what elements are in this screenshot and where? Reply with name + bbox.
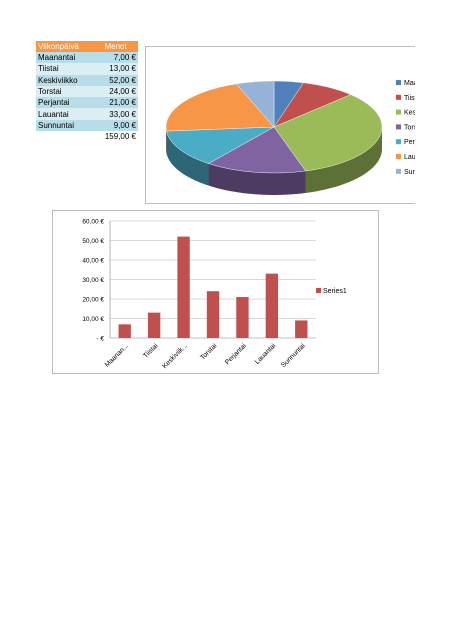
- pie-chart-svg: Maanantai Tiistai Keskiviikko Torstai Perjan…: [165, 80, 415, 195]
- day-cell: Torstai: [36, 85, 94, 98]
- bar-chart-svg: - € 10,00 € 20,00 € 30,00 € 40,00 € 50,00 € 60…: [82, 219, 347, 371]
- header-day: Viikonpäivä: [36, 41, 94, 52]
- table-row: Keskiviikko 52,00 €: [36, 74, 138, 86]
- table-row: Lauantai 33,00 €: [36, 108, 138, 120]
- table-row: Tiistai 13,00 €: [36, 63, 138, 75]
- expense-cell: 52,00 €: [93, 74, 138, 86]
- header-expense: Menot: [93, 41, 138, 52]
- bar-legend: Series1: [316, 288, 347, 295]
- legend-swatch: [396, 80, 401, 85]
- pie-slice-keskiviikko: [273, 94, 383, 172]
- legend-swatch: [396, 124, 401, 130]
- legend-label: Tiistai: [404, 95, 415, 102]
- y-tick-label: 40,00 €: [82, 258, 104, 265]
- expense-table: Viikonpäivä Menot Maanantai 7,00 € Tiistai…: [36, 41, 138, 143]
- y-tick-label: 30,00 €: [82, 277, 104, 284]
- expense-cell: 13,00 €: [93, 63, 138, 75]
- total-cell: 159,00 €: [93, 131, 138, 143]
- table-row: Torstai 24,00 €: [36, 85, 138, 98]
- day-cell: Maanantai: [36, 52, 94, 64]
- legend-swatch: [396, 109, 401, 115]
- x-tick-label: Perjantai: [224, 342, 248, 366]
- day-cell: Keskiviikko: [36, 74, 94, 86]
- legend-label: Series1: [323, 288, 347, 295]
- y-tick-label: 50,00 €: [82, 238, 104, 245]
- legend-label: Maanantai: [404, 80, 415, 87]
- x-tick-label: Keskiviik...: [161, 342, 189, 370]
- bar-lauantai: [265, 273, 279, 338]
- pie-slice-lauantai: [165, 83, 275, 132]
- day-cell: Lauantai: [36, 108, 94, 120]
- pie-slice-side: [305, 127, 382, 193]
- legend-label: Lauantai: [404, 154, 415, 161]
- bar-maanantai: [118, 324, 131, 338]
- expense-cell: 7,00 €: [93, 52, 138, 64]
- legend-label: Keskiviikko: [404, 110, 415, 117]
- y-tick-label: 60,00 €: [82, 219, 104, 226]
- day-cell: Tiistai: [36, 63, 94, 75]
- table-row: Sunnuntai 9,00 €: [36, 119, 138, 132]
- pie-slice-side: [208, 163, 306, 195]
- x-tick-label: Tiistai: [142, 342, 160, 360]
- table-header-row: Viikonpäivä Menot: [36, 41, 138, 52]
- expense-cell: 21,00 €: [93, 97, 138, 109]
- pie-tops: [165, 80, 383, 174]
- bar-chart: - € 10,00 € 20,00 € 30,00 € 40,00 € 50,00 € 60…: [52, 210, 379, 374]
- legend-swatch: [396, 168, 401, 174]
- table-row: Perjantai 21,00 €: [36, 97, 138, 109]
- expense-cell: 24,00 €: [93, 85, 138, 98]
- legend-label: Perjantai: [404, 139, 415, 146]
- x-tick-label: Maanan...: [104, 342, 130, 368]
- pie-slice-side: [166, 131, 209, 186]
- legend-label: Torstai: [404, 124, 415, 131]
- pie-slice-sunnuntai: [236, 80, 275, 128]
- bar-perjantai: [236, 297, 249, 338]
- bar-keskiviikko: [177, 236, 190, 338]
- day-cell: Perjantai: [36, 97, 94, 109]
- total-row: 159,00 €: [36, 131, 138, 143]
- expense-cell: 33,00 €: [93, 108, 138, 120]
- pie-slice-perjantai: [166, 126, 275, 164]
- y-tick-label: 10,00 €: [82, 316, 104, 323]
- y-tick-label: - €: [96, 336, 104, 343]
- total-label-cell: [36, 131, 94, 143]
- y-tick-label: 20,00 €: [82, 297, 104, 304]
- bar-tiistai: [147, 312, 161, 338]
- bar-gridlines: - € 10,00 € 20,00 € 30,00 € 40,00 € 50,00 € 60…: [82, 219, 316, 343]
- pie-chart: Maanantai Tiistai Keskiviikko Torstai Perjan…: [145, 46, 415, 204]
- pie-slice-torstai: [207, 126, 306, 174]
- table-row: Maanantai 7,00 €: [36, 52, 138, 64]
- pie-legend: Maanantai Tiistai Keskiviikko Torstai Perjan…: [396, 80, 415, 176]
- legend-swatch: [396, 139, 401, 145]
- legend-swatch: [396, 154, 401, 159]
- legend-swatch: [396, 94, 401, 100]
- legend-swatch: [316, 288, 321, 293]
- day-cell: Sunnuntai: [36, 119, 94, 132]
- bar-sunnuntai: [295, 320, 308, 338]
- pie-sides: [166, 127, 382, 195]
- x-tick-label: Lauantai: [254, 342, 278, 366]
- expense-cell: 9,00 €: [93, 119, 138, 132]
- bar-torstai: [206, 291, 220, 338]
- bars: Maanan... Tiistai Keskiviik... Torstai Perja…: [104, 236, 308, 370]
- legend-label: Sunnuntai: [404, 169, 415, 176]
- x-tick-label: Torstai: [199, 342, 218, 361]
- x-tick-label: Sunnuntai: [280, 342, 307, 369]
